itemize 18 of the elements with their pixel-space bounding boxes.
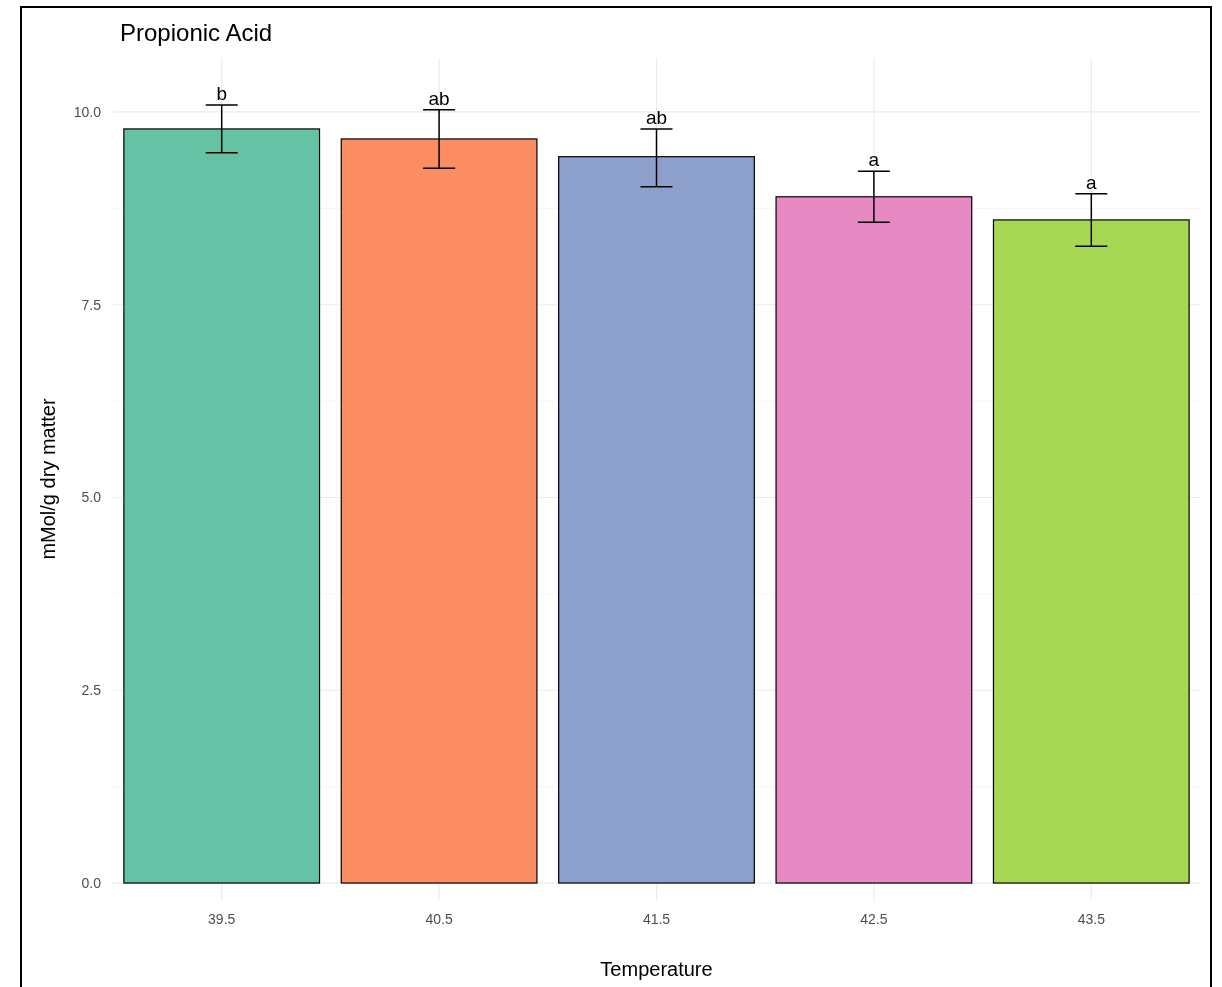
annotation: a	[868, 149, 880, 171]
x-tick-label: 39.5	[208, 910, 236, 927]
annotation: a	[1086, 171, 1098, 193]
chart-title: Propionic Acid	[120, 19, 273, 46]
x-axis-title: Temperature	[600, 958, 713, 980]
annotation: ab	[645, 106, 668, 128]
x-tick-label: 40.5	[425, 910, 453, 927]
y-tick-label: 7.5	[81, 296, 102, 313]
y-axis-title: mMol/g dry matter	[37, 398, 59, 560]
y-tick-label: 2.5	[81, 682, 102, 699]
annotation: b	[216, 83, 227, 105]
x-tick-label: 41.5	[642, 910, 671, 927]
y-tick-label: 0.0	[81, 875, 102, 892]
y-tick-label: 10.0	[73, 103, 102, 120]
x-tick-label: 42.5	[860, 910, 888, 927]
annotation: ab	[428, 87, 450, 109]
y-tick-label: 5.0	[81, 489, 102, 506]
x-tick-label: 43.5	[1077, 910, 1106, 927]
